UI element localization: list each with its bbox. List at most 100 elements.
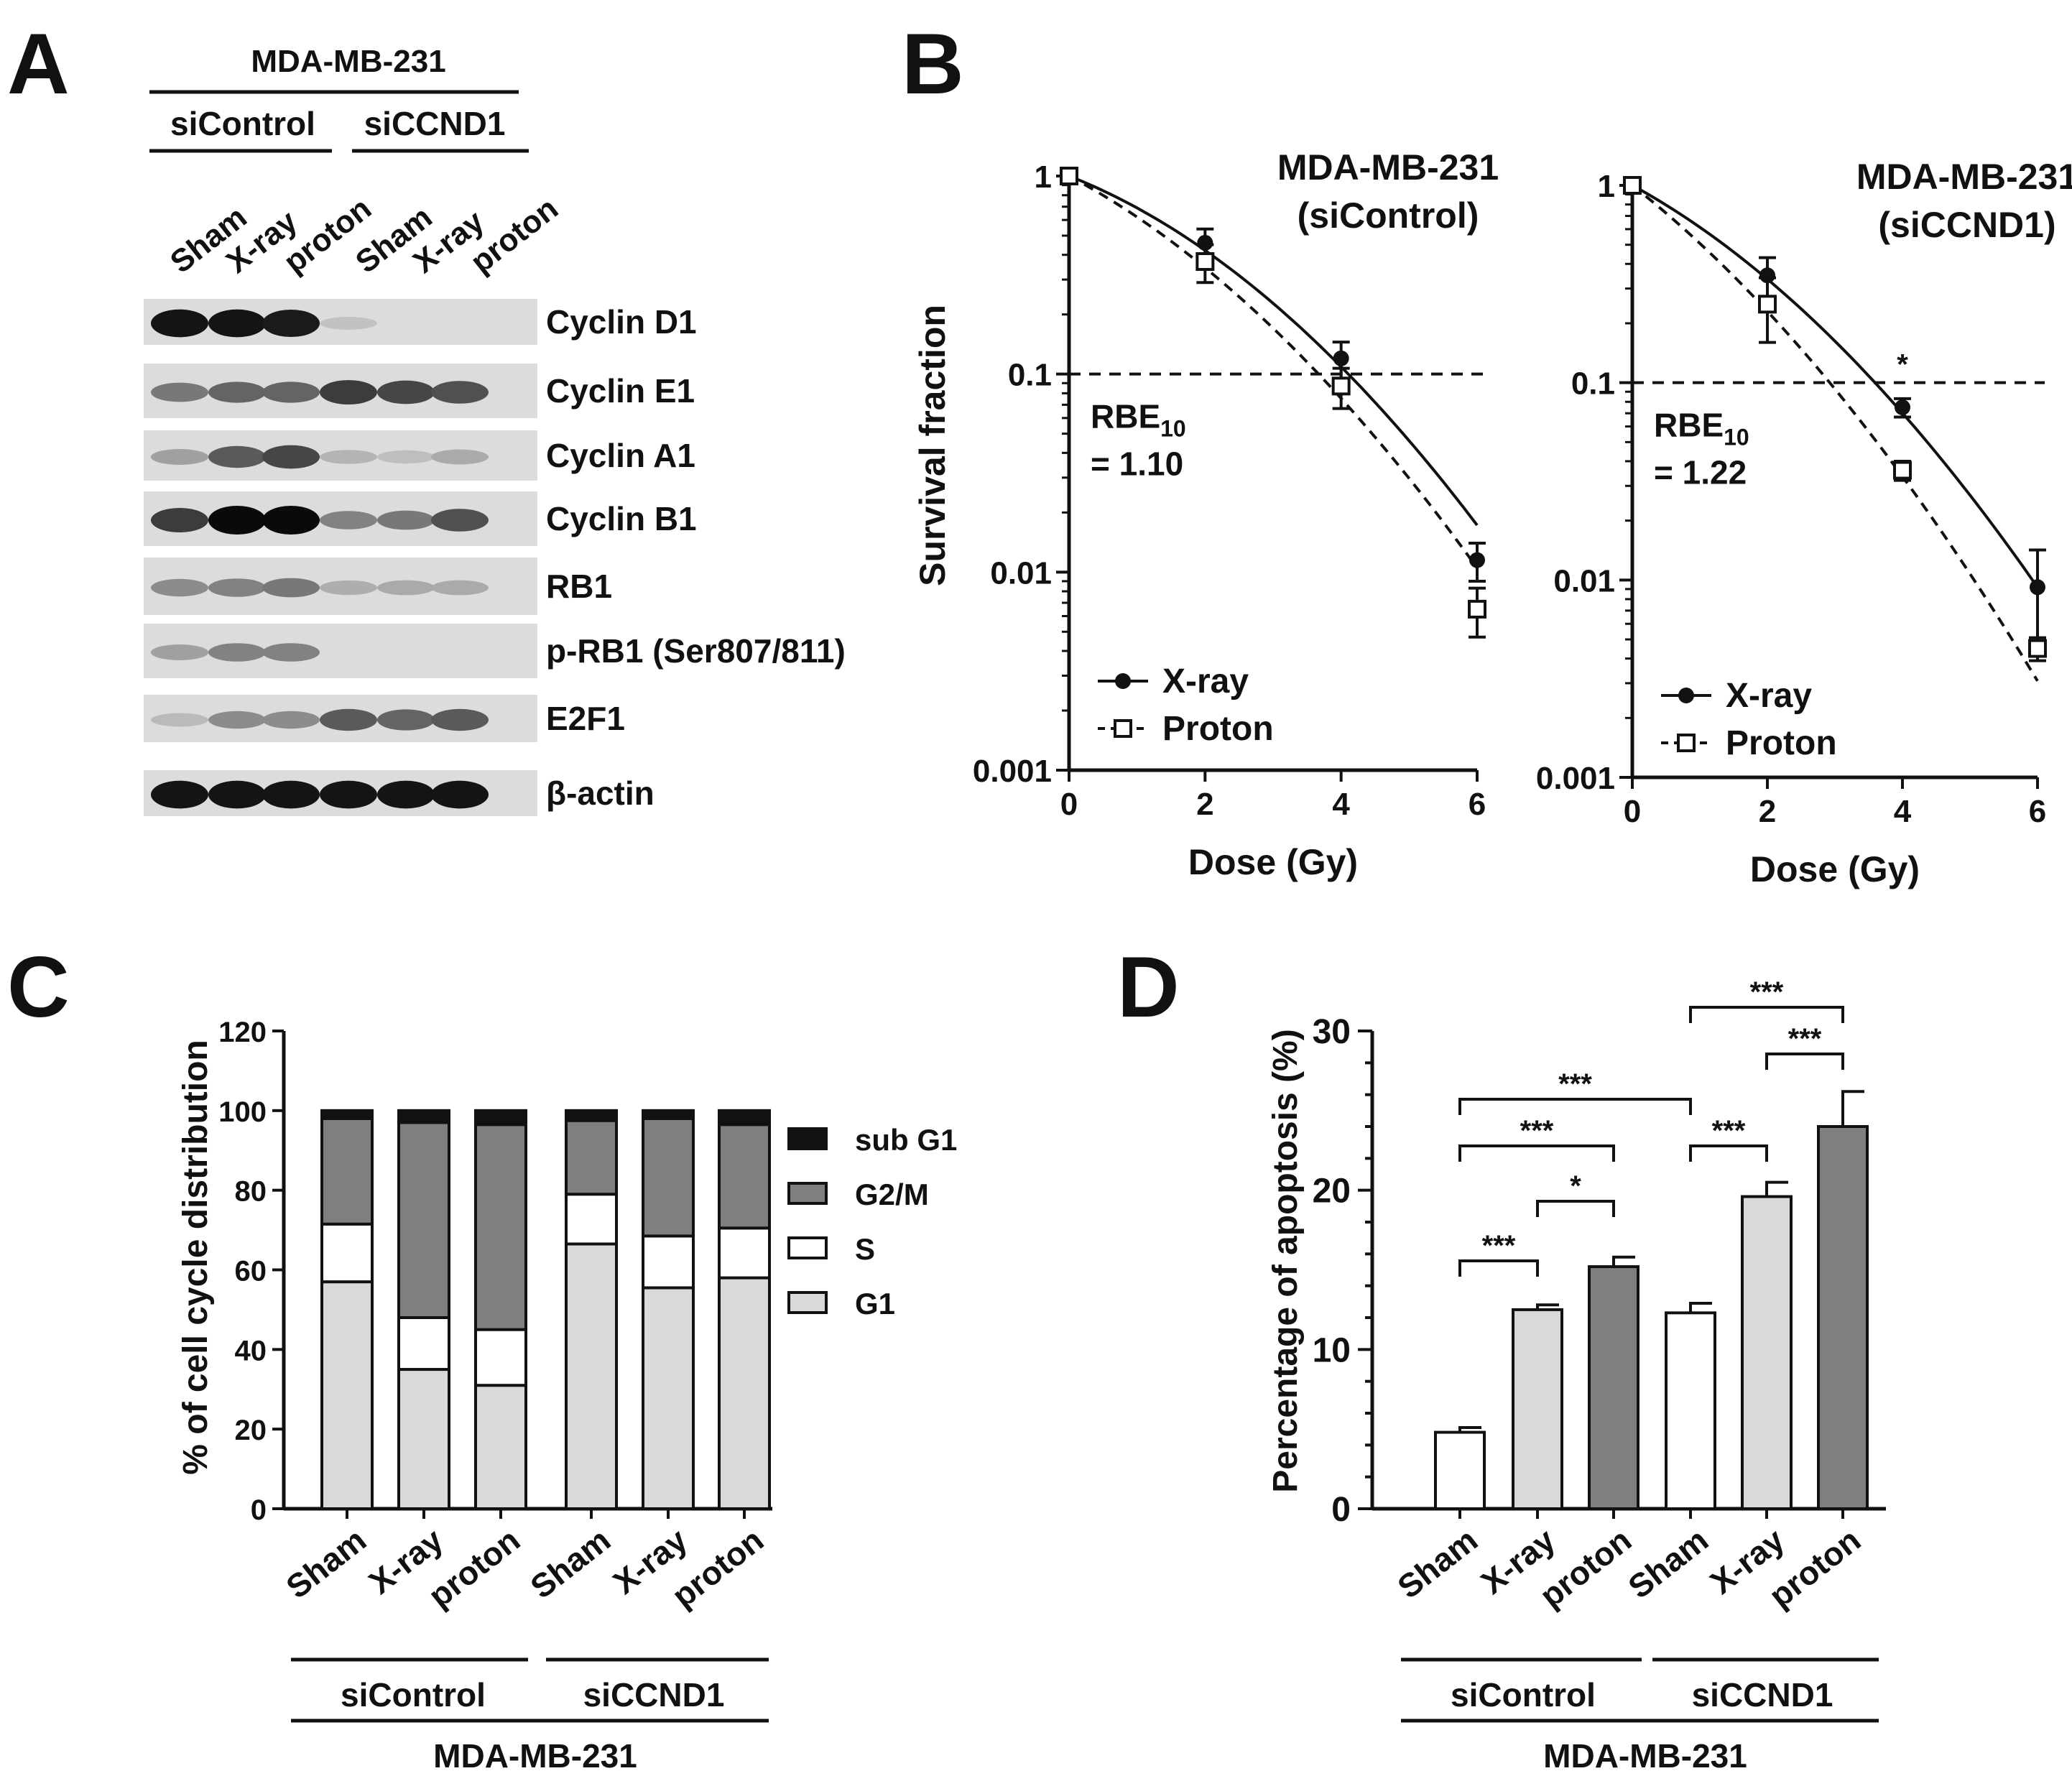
cell-line-label: MDA-MB-231 bbox=[433, 1737, 637, 1775]
chart-subtitle: (siControl) bbox=[1298, 195, 1479, 236]
x-axis-label: Dose (Gy) bbox=[1750, 849, 1920, 889]
bar bbox=[1665, 1311, 1716, 1510]
bar bbox=[1434, 1430, 1486, 1510]
x-tick-label: 0 bbox=[1624, 794, 1641, 829]
blot-protein-label: β-actin bbox=[546, 774, 655, 812]
blot-band bbox=[151, 309, 208, 338]
blot-band bbox=[320, 780, 377, 809]
y-tick-label: 30 bbox=[1313, 1013, 1351, 1051]
cell-line-label: MDA-MB-231 bbox=[1543, 1737, 1747, 1775]
legend-swatch bbox=[787, 1236, 828, 1259]
blot-band bbox=[208, 381, 266, 403]
y-tick-label: 100 bbox=[218, 1096, 267, 1128]
y-tick-label: 1 bbox=[1035, 159, 1052, 195]
panel-label-a: A bbox=[7, 16, 70, 112]
chart-subtitle: (siCCND1) bbox=[1878, 205, 2055, 245]
bar bbox=[1817, 1125, 1869, 1510]
panel-label-d: D bbox=[1117, 939, 1180, 1035]
x-axis-label: Dose (Gy) bbox=[1188, 842, 1358, 882]
blot-band bbox=[208, 711, 266, 729]
bar bbox=[1588, 1265, 1639, 1510]
bar-segment-s bbox=[718, 1226, 771, 1280]
significance-label: *** bbox=[1750, 976, 1784, 1008]
y-tick-label: 10 bbox=[1313, 1331, 1351, 1369]
legend-label: X-ray bbox=[1726, 677, 1812, 715]
blot-band bbox=[320, 511, 377, 529]
blot-group-sicontrol: siControl bbox=[170, 105, 315, 142]
legend-swatch bbox=[787, 1291, 828, 1314]
x-tick-label: 4 bbox=[1894, 794, 1912, 829]
chart-title: MDA-MB-231 bbox=[1856, 157, 2072, 197]
blot-band bbox=[320, 450, 377, 464]
legend-label: S bbox=[855, 1232, 875, 1266]
x-tick-label: Sham bbox=[523, 1521, 617, 1606]
blot-band bbox=[151, 449, 208, 465]
fit-curve-x-ray bbox=[1632, 184, 2039, 588]
blot-band bbox=[431, 780, 489, 809]
legend-label: sub G1 bbox=[855, 1123, 957, 1157]
blot-band bbox=[320, 708, 377, 731]
significance-label: *** bbox=[1788, 1023, 1822, 1055]
rbe-value: = 1.22 bbox=[1654, 454, 1747, 491]
data-point-proton bbox=[2028, 639, 2047, 658]
bar-segment-g1 bbox=[565, 1242, 618, 1510]
blot-band bbox=[377, 510, 435, 530]
blot-band bbox=[262, 506, 320, 535]
x-tick-label: 0 bbox=[1060, 787, 1078, 822]
y-tick-label: 0 bbox=[251, 1494, 267, 1526]
rbe-value: = 1.10 bbox=[1091, 445, 1183, 483]
y-tick-label: 0.1 bbox=[1571, 366, 1615, 402]
x-tick-label: Sham bbox=[279, 1521, 373, 1606]
significance-bracket bbox=[1458, 1098, 1692, 1115]
blot-band bbox=[151, 382, 208, 402]
blot-band bbox=[431, 708, 489, 731]
blot-protein-label: E2F1 bbox=[546, 700, 625, 737]
bar-segment-g1 bbox=[474, 1384, 527, 1511]
blot-band bbox=[208, 643, 266, 662]
y-tick-label: 20 bbox=[1313, 1173, 1351, 1211]
bar-segment-g2-m bbox=[320, 1116, 374, 1226]
blot-band bbox=[151, 780, 208, 809]
blot-band bbox=[262, 643, 320, 662]
blot-band bbox=[208, 309, 266, 338]
blot-band bbox=[262, 445, 320, 469]
western-blot-panel: MDA-MB-231 siControl siCCND1 ShamX-raypr… bbox=[144, 44, 846, 816]
significance-label: * bbox=[1570, 1170, 1581, 1202]
chart-title: MDA-MB-231 bbox=[1277, 147, 1499, 188]
legend-label: Proton bbox=[1162, 710, 1274, 748]
blot-protein-label: RB1 bbox=[546, 568, 612, 605]
bar-segment-g1 bbox=[320, 1280, 374, 1510]
blot-band bbox=[151, 578, 208, 597]
panel-label-b: B bbox=[902, 16, 964, 112]
blot-band bbox=[431, 449, 489, 465]
x-tick-label: 6 bbox=[2029, 794, 2046, 829]
x-tick-label: Sham bbox=[1621, 1521, 1715, 1606]
data-point-x-ray bbox=[2030, 579, 2045, 596]
data-point-proton bbox=[1195, 252, 1215, 272]
y-tick-label: 120 bbox=[218, 1017, 267, 1048]
blot-band bbox=[377, 380, 435, 404]
bar-segment-s bbox=[565, 1193, 618, 1246]
data-point-proton bbox=[1468, 599, 1486, 619]
blot-band bbox=[262, 309, 320, 338]
significance-bracket bbox=[1458, 1259, 1539, 1277]
blot-protein-label: Cyclin D1 bbox=[546, 303, 697, 341]
x-tick-label: 2 bbox=[1196, 787, 1213, 822]
bar bbox=[1512, 1308, 1563, 1510]
data-point-proton bbox=[1060, 167, 1078, 185]
bar-segment-g2-m bbox=[397, 1121, 450, 1320]
y-tick-label: 0.01 bbox=[1553, 563, 1615, 598]
legend-label: G2/M bbox=[855, 1178, 929, 1211]
group-label-siccnd1: siCCND1 bbox=[583, 1676, 725, 1713]
bar-segment-sub-g1 bbox=[565, 1109, 618, 1122]
legend-label: Proton bbox=[1726, 724, 1837, 762]
group-label-sicontrol: siControl bbox=[1451, 1676, 1596, 1713]
blot-band bbox=[151, 713, 208, 727]
blot-band bbox=[151, 644, 208, 660]
x-tick-label: 4 bbox=[1332, 787, 1350, 822]
bar-segment-g1 bbox=[718, 1276, 771, 1511]
legend-swatch bbox=[787, 1127, 828, 1150]
fit-curve-proton bbox=[1631, 184, 2039, 682]
legend-marker bbox=[1114, 719, 1132, 738]
